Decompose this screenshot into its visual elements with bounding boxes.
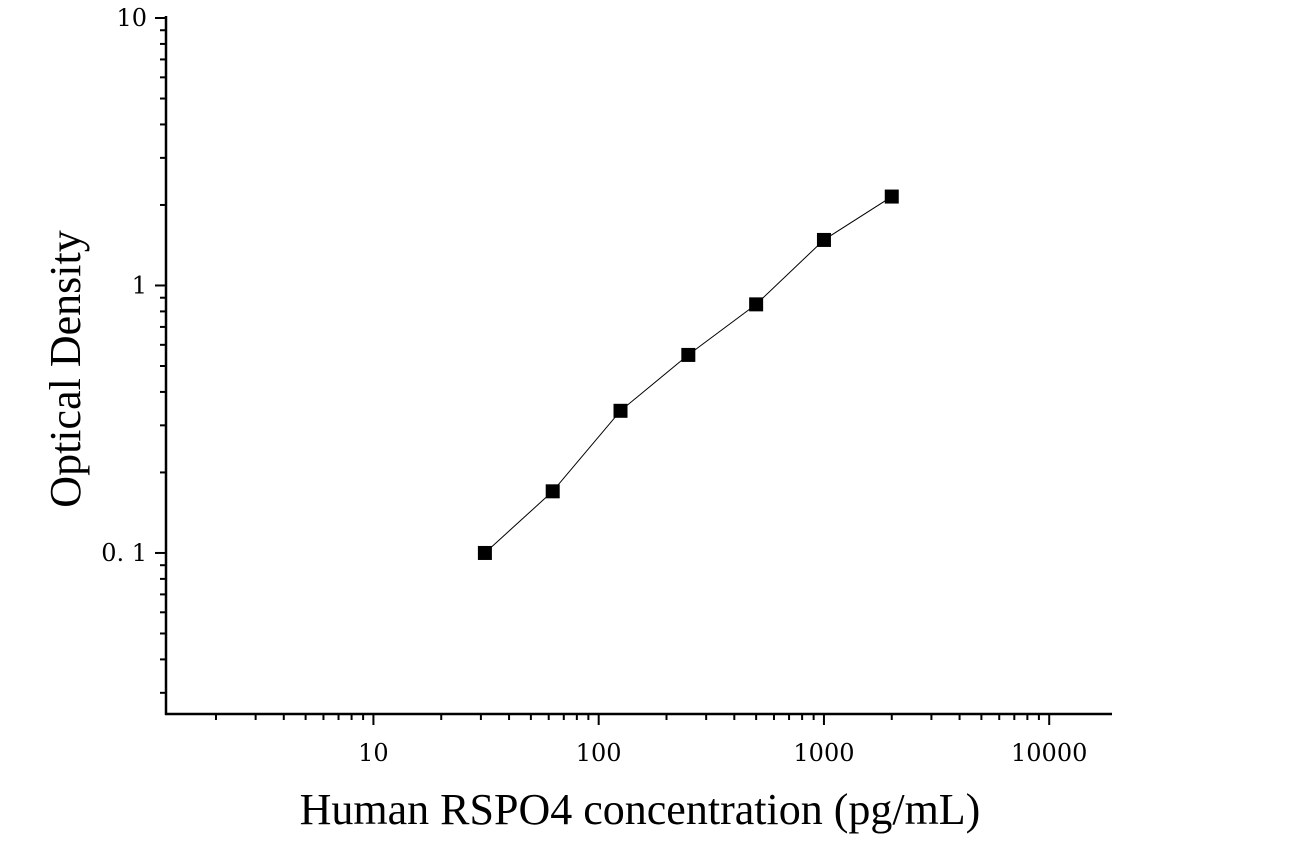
fit-curve [484,196,893,554]
fit-curve-group [484,196,893,554]
data-point [749,297,764,312]
data-point [545,484,560,499]
x-tick-label: 10 [358,739,389,767]
y-axis-title: Optical Density [41,230,90,507]
axes [164,16,1112,716]
y-tick-label: 1 [132,271,147,299]
data-point [613,403,628,418]
data-points [477,189,899,560]
data-point [884,189,899,204]
x-ticks: 10 100 1000 10000 [214,714,1087,767]
x-tick-label: 10000 [1011,739,1087,767]
y-ticks: 0. 1 1 10 [101,4,166,694]
data-point [681,347,696,362]
x-tick-label: 100 [576,739,622,767]
x-tick-label: 1000 [793,739,854,767]
data-point [816,232,831,247]
y-tick-label: 0. 1 [101,539,147,567]
y-tick-label: 10 [116,4,147,32]
x-axis-title: Human RSPO4 concentration (pg/mL) [300,785,981,834]
data-point [477,545,492,560]
